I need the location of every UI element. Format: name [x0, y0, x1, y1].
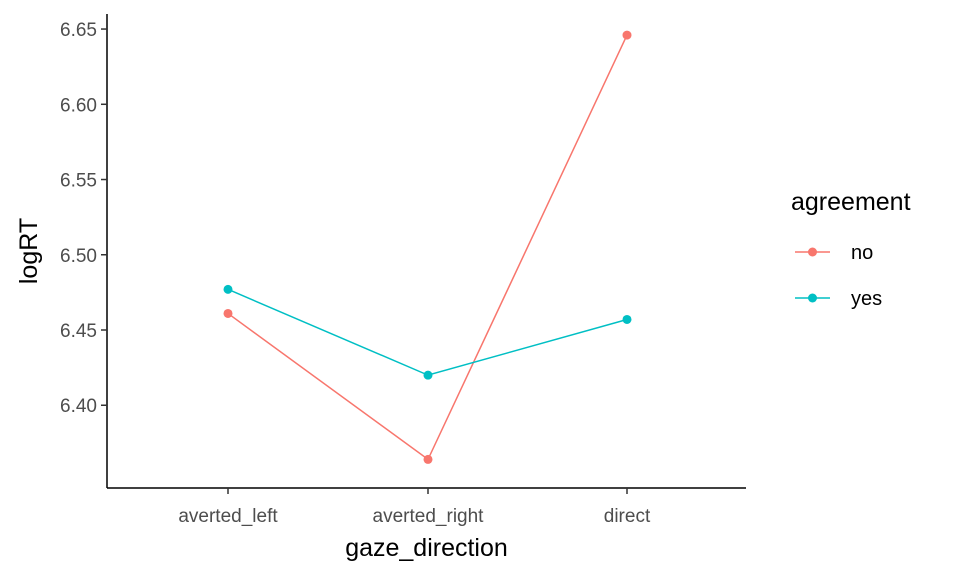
y-tick-label: 6.60 — [60, 95, 97, 116]
x-tick-label: direct — [604, 506, 651, 527]
y-tick-label: 6.50 — [60, 246, 97, 267]
data-point-yes-averted_right — [423, 370, 433, 380]
series-line-yes — [227, 288, 628, 376]
legend-item-no: no — [795, 242, 873, 264]
data-point-no-direct — [622, 30, 632, 40]
x-tick-label: averted_right — [373, 506, 485, 527]
legend-title: agreement — [791, 188, 911, 216]
y-tick-label: 6.65 — [60, 20, 97, 41]
legend-label: yes — [851, 288, 882, 310]
y-tick-label: 6.40 — [60, 396, 97, 417]
y-axis-title: logRT — [15, 218, 43, 284]
y-axis-ticks: 6.40 6.45 6.50 6.55 6.60 6.65 — [60, 20, 107, 417]
x-tick-label: averted_left — [178, 506, 278, 527]
legend-key-point — [808, 293, 817, 303]
y-tick-label: 6.55 — [60, 171, 97, 192]
data-point-no-averted_right — [423, 454, 433, 464]
legend-key-point — [808, 247, 817, 257]
data-point-yes-direct — [622, 314, 632, 324]
legend-label: no — [851, 242, 873, 264]
data-point-yes-averted_left — [223, 284, 233, 294]
plot-area — [223, 30, 632, 464]
data-point-no-averted_left — [223, 308, 233, 318]
y-tick-label: 6.45 — [60, 321, 97, 342]
x-axis-title: gaze_direction — [345, 534, 508, 562]
x-axis-ticks: averted_left averted_right direct — [178, 488, 651, 527]
legend-item-yes: yes — [795, 288, 882, 310]
series-line-no — [227, 34, 628, 461]
legend: agreement no yes — [791, 188, 911, 310]
